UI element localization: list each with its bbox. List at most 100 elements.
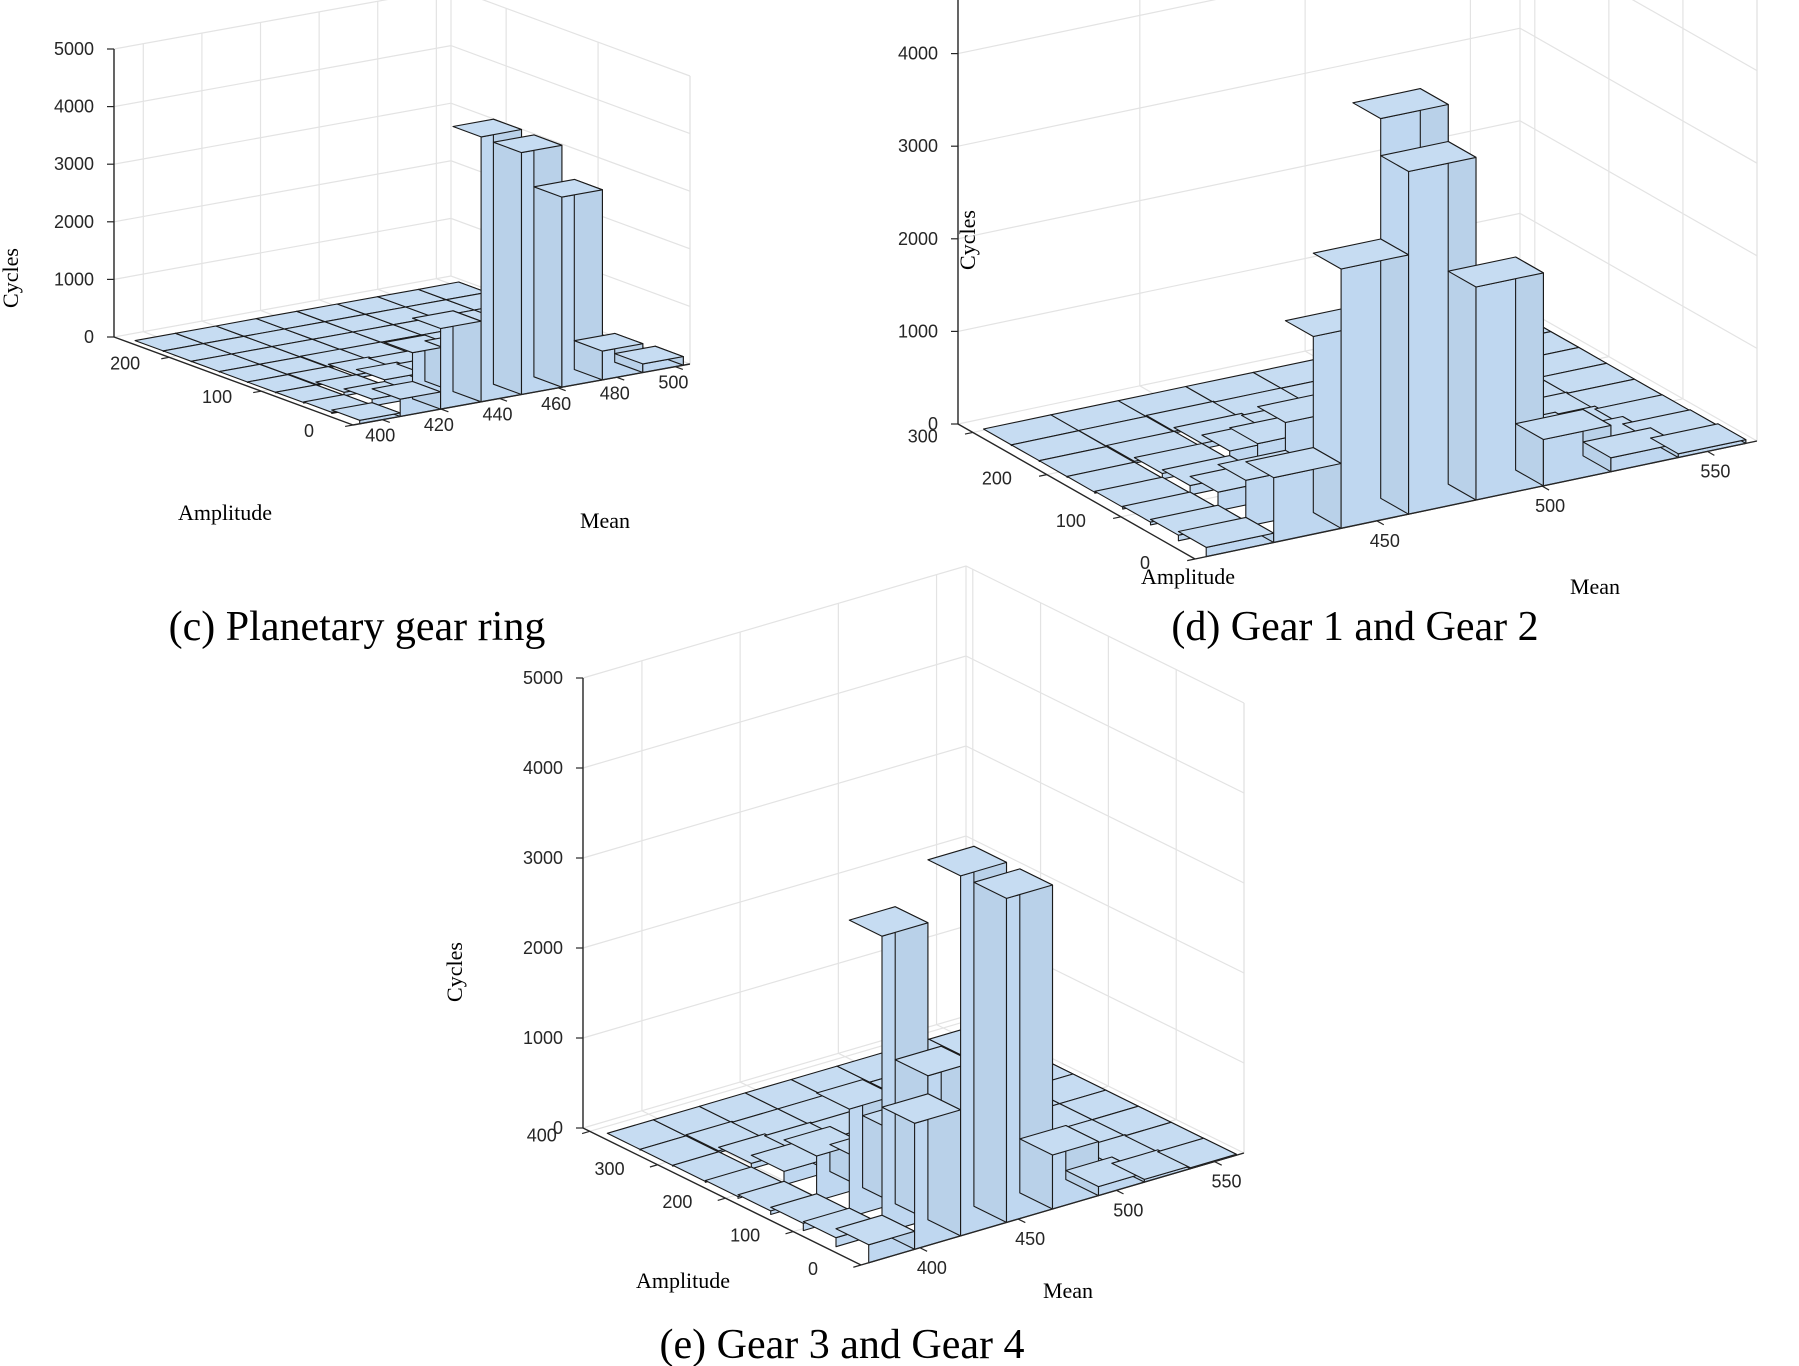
bar-side-face: [1019, 868, 1054, 1210]
y-tick-label: 100: [202, 387, 232, 407]
x-tick-mark: [1541, 485, 1550, 491]
x-tick-mark: [440, 408, 449, 413]
x-tick-label: 420: [424, 415, 454, 435]
bar-7-0: [614, 345, 684, 374]
bar-3-0: [1380, 140, 1477, 515]
bar-top-face: [411, 310, 482, 330]
bars: [134, 118, 684, 425]
bar-top-face: [1019, 1124, 1100, 1156]
y-tick-label: 400: [527, 1125, 557, 1145]
bar-1-0: [1245, 447, 1342, 544]
x-tick-mark: [1116, 1189, 1124, 1195]
y-tick-mark: [1038, 474, 1047, 477]
chart-caption: (c) Planetary gear ring: [169, 604, 546, 650]
x-tick-mark: [1376, 520, 1385, 526]
bar-side-face: [1447, 140, 1477, 501]
y-tick-mark: [853, 1264, 862, 1268]
z-tick-label: 4000: [898, 44, 938, 64]
y-tick-label: 0: [808, 1259, 818, 1279]
bar-top-face: [1380, 140, 1477, 173]
z-tick-label: 1000: [898, 321, 938, 341]
axes: [582, 678, 1245, 1266]
x-tick-mark: [499, 397, 508, 402]
z-tick-label: 1000: [523, 1028, 563, 1048]
y-tick-mark: [1112, 516, 1122, 520]
x-tick-label: 460: [541, 394, 571, 414]
bar-top-face: [1515, 408, 1612, 441]
x-axis-line: [1194, 440, 1758, 560]
y-tick-label: 0: [304, 421, 314, 441]
bar-top-face: [881, 1093, 962, 1124]
x-axis-label: Mean: [580, 508, 630, 533]
x-tick-label: 500: [1113, 1200, 1143, 1220]
z-tick-label: 0: [928, 414, 938, 434]
z-axis-label: Cycles: [442, 942, 467, 1002]
bar-2-0: [927, 845, 1008, 1237]
y-axis-line: [113, 336, 354, 426]
bar-4-0: [1447, 256, 1544, 501]
y-tick-mark: [161, 356, 170, 360]
y-axis-line: [957, 423, 1196, 560]
bar-top-face: [492, 134, 563, 154]
z-tick-label: 4000: [54, 97, 94, 117]
chart-planetary-gear-ring: 4004204404604805000100200010002000300040…: [0, 0, 691, 650]
bar-top-face: [835, 1214, 916, 1246]
y-axis-label: Amplitude: [1141, 564, 1235, 589]
y-axis-line: [582, 1127, 862, 1266]
bar-top-face: [1447, 256, 1544, 288]
bar-side-face: [973, 845, 1008, 1223]
bar-top-face: [331, 402, 401, 421]
tick-labels: 4004505005500100200300400010002000300040…: [523, 668, 1242, 1279]
z-tick-label: 2000: [54, 212, 94, 232]
bar-top-face: [1177, 516, 1275, 548]
bar-top-face: [848, 906, 929, 937]
x-tick-label: 440: [482, 404, 512, 424]
z-tick-label: 2000: [523, 938, 563, 958]
x-tick-label: 400: [917, 1258, 947, 1278]
x-tick-mark: [382, 419, 391, 424]
bar-top-face: [573, 332, 644, 352]
z-axis-label: Cycles: [0, 248, 23, 308]
chart-gear-1-and-gear-2: 4505005500100200300010002000300040005000…: [898, 0, 1758, 650]
y-tick-label: 200: [982, 469, 1012, 489]
chart-caption: (d) Gear 1 and Gear 2: [1171, 604, 1538, 650]
axis-labels: Mean Amplitude Cycles (e) Gear 3 and Gear 4: [442, 942, 1093, 1366]
y-axis-label: Amplitude: [178, 500, 272, 525]
bar-2-0: [1312, 238, 1410, 529]
bars: [606, 845, 1237, 1264]
bar-top-face: [1245, 447, 1342, 479]
y-tick-label: 300: [908, 426, 938, 446]
x-axis-line: [860, 1152, 1245, 1266]
y-tick-mark: [345, 424, 354, 428]
bar-top-face: [614, 345, 684, 365]
x-tick-mark: [1707, 450, 1715, 456]
bar-top-face: [452, 118, 523, 138]
z-tick-label: 5000: [523, 668, 563, 688]
y-tick-mark: [717, 1197, 726, 1201]
y-tick-label: 100: [1056, 511, 1086, 531]
y-tick-label: 200: [662, 1192, 692, 1212]
y-tick-mark: [649, 1164, 658, 1168]
bar-top-face: [816, 1079, 896, 1110]
bar-top-face: [1582, 427, 1679, 459]
bar-top-face: [533, 178, 603, 198]
bar-side-face: [1380, 238, 1410, 515]
bar-top-face: [894, 1045, 975, 1077]
chart-gear-3-and-gear-4: 4004505005500100200300400010002000300040…: [442, 565, 1245, 1366]
axis-labels: Mean Amplitude Cycles (d) Gear 1 and Gear 2: [955, 210, 1620, 650]
z-tick-label: 3000: [54, 154, 94, 174]
tick-labels: 4004204404604805000100200010002000300040…: [54, 39, 688, 446]
x-tick-label: 450: [1015, 1229, 1045, 1249]
bars: [982, 88, 1747, 558]
bar-side-face: [533, 134, 563, 388]
bar-top-face: [1352, 88, 1449, 120]
x-tick-mark: [1017, 1218, 1026, 1224]
x-tick-label: 550: [1700, 461, 1730, 481]
y-tick-mark: [253, 390, 262, 394]
z-tick-label: 0: [84, 327, 94, 347]
bar-0-0: [835, 1214, 916, 1264]
x-tick-mark: [557, 387, 566, 392]
y-tick-label: 200: [110, 353, 140, 373]
bar-side-face: [1515, 256, 1544, 487]
